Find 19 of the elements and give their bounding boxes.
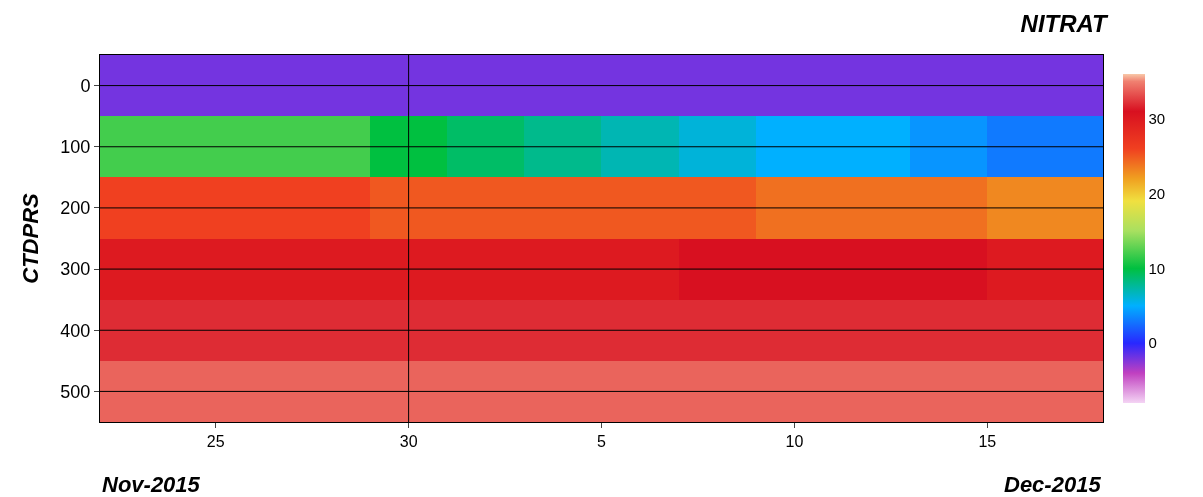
text: Dec-2015 (1004, 472, 1102, 497)
chart-title: NITRAT (1020, 9, 1110, 37)
x-tick-label: 30 (399, 433, 418, 451)
y-tick-label: 100 (60, 137, 91, 158)
y-tick-label: 400 (60, 320, 91, 341)
x-tick-label: 25 (206, 433, 225, 451)
y-tick-label: 500 (60, 381, 91, 402)
color-bar-label: 20 (1148, 184, 1166, 202)
color-bar-label: 0 (1148, 334, 1157, 352)
color-bar-label: 10 (1148, 259, 1166, 277)
color-bar-label: 30 (1148, 110, 1166, 128)
y-axis-title: CTDPRS (18, 192, 44, 284)
y-tick-label: 200 (60, 198, 91, 219)
y-tick-label: 0 (80, 75, 91, 96)
x-tick-label: 10 (785, 433, 804, 451)
x-tick-label: 15 (978, 433, 997, 451)
y-tick-label: 300 (60, 259, 91, 280)
text: Nov-2015 (102, 472, 201, 497)
x-tick-label: 5 (597, 433, 607, 451)
